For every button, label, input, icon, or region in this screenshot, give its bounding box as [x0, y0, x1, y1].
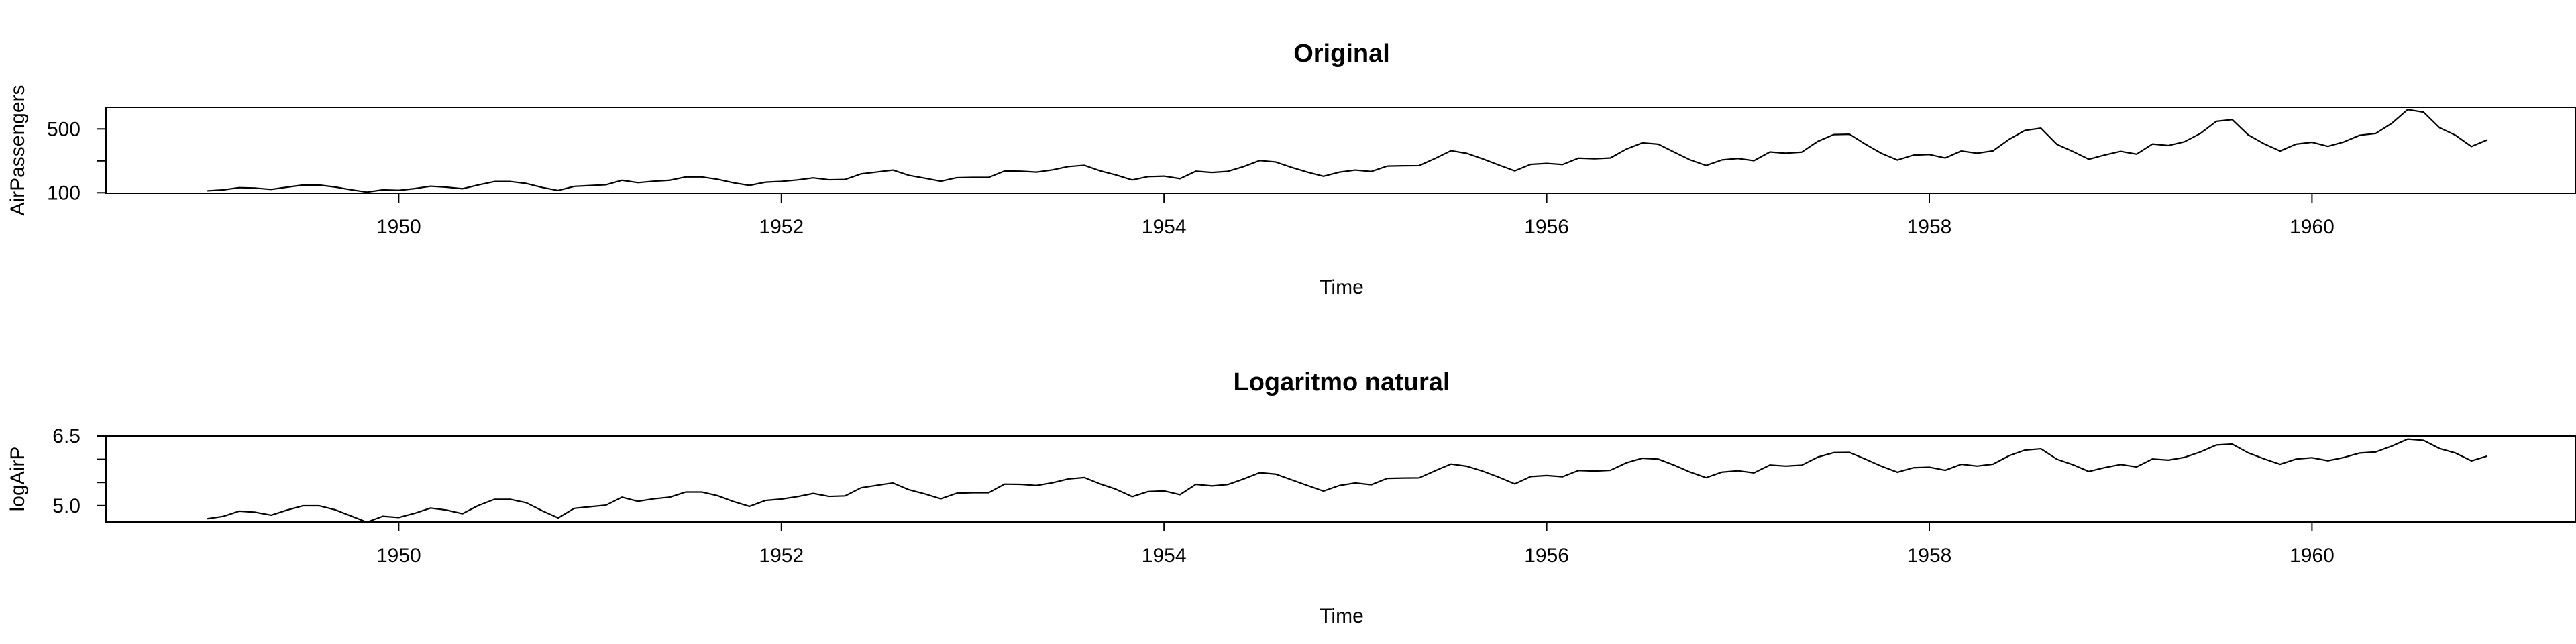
panel-original: Original 100 500 1950 1952 1954 1956 1958 1960… — [7, 40, 2576, 299]
y-axis: 5.0 6.5 — [52, 425, 106, 517]
panel-log: Logaritmo natural 5.06.5 1950 1952 1954 195… — [7, 368, 2576, 627]
x-tick-label: 1952 — [759, 216, 804, 238]
x-tick-label: 1952 — [759, 545, 804, 567]
y-tick-label: 5.0 — [52, 495, 80, 517]
x-tick-label: 1960 — [2290, 216, 2334, 238]
y-tick-label: 6.5 — [52, 425, 80, 447]
chart-title: Logaritmo natural — [1233, 368, 1450, 396]
y-axis-label: AirPassengers — [7, 85, 29, 215]
x-axis-label: Time — [1320, 276, 1364, 299]
x-tick-label: 1956 — [1524, 545, 1569, 567]
x-tick-label: 1956 — [1524, 216, 1569, 238]
y-axis: 100 500 — [47, 118, 106, 204]
series-line — [207, 438, 2488, 523]
y-tick-label: 500 — [47, 118, 80, 140]
x-tick-label: 1958 — [1907, 545, 1952, 567]
x-axis-label: Time — [1320, 605, 1364, 627]
plot-frame — [105, 435, 2576, 523]
x-tick-label: 1954 — [1142, 216, 1187, 238]
x-axis: 1950 1952 1954 1956 1958 1960 — [376, 193, 2334, 238]
x-tick-label: 1950 — [376, 545, 421, 567]
plot-frame — [105, 107, 2576, 194]
y-tick-label: 100 — [47, 182, 80, 204]
x-tick-label: 1960 — [2290, 545, 2334, 567]
x-tick-label: 1954 — [1142, 545, 1187, 567]
chart-title: Original — [1293, 40, 1390, 68]
series-line — [207, 109, 2488, 193]
y-axis-label: logAirP — [7, 447, 29, 512]
x-tick-label: 1950 — [376, 216, 421, 238]
x-axis: 1950 1952 1954 1956 1958 1960 — [376, 522, 2334, 567]
x-tick-label: 1958 — [1907, 216, 1952, 238]
